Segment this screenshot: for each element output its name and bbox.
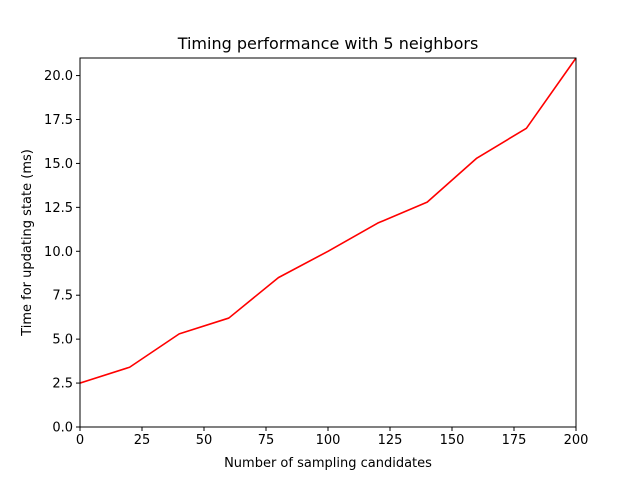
x-tick-label: 75	[258, 433, 275, 448]
x-tick-label: 50	[196, 433, 213, 448]
y-axis-label: Time for updating state (ms)	[20, 149, 35, 337]
chart-title: Timing performance with 5 neighbors	[177, 34, 479, 53]
axis-ticks: 0 25 50 75 100 125 150 175 200 0.0 2.5 5.0 7.5 10.0 12…	[44, 69, 588, 448]
y-tick-label: 0.0	[52, 421, 73, 436]
x-tick-label: 25	[134, 433, 151, 448]
y-tick-label: 20.0	[44, 69, 73, 84]
x-tick-label: 125	[378, 433, 403, 448]
y-tick-label: 15.0	[44, 157, 73, 172]
x-tick-label: 0	[76, 433, 84, 448]
y-tick-label: 17.5	[44, 113, 73, 128]
plot-frame	[79, 57, 577, 428]
x-tick-label: 150	[440, 433, 465, 448]
y-tick-label: 5.0	[52, 333, 73, 348]
x-tick-label: 175	[502, 433, 527, 448]
y-tick-label: 2.5	[52, 377, 73, 392]
y-tick-label: 10.0	[44, 245, 73, 260]
x-tick-label: 100	[316, 433, 341, 448]
series-line	[79, 57, 577, 384]
y-tick-label: 12.5	[44, 201, 73, 216]
y-tick-label: 7.5	[52, 289, 73, 304]
x-tick-label: 200	[564, 433, 589, 448]
x-axis-label: Number of sampling candidates	[224, 456, 432, 471]
series-layer	[79, 57, 577, 384]
